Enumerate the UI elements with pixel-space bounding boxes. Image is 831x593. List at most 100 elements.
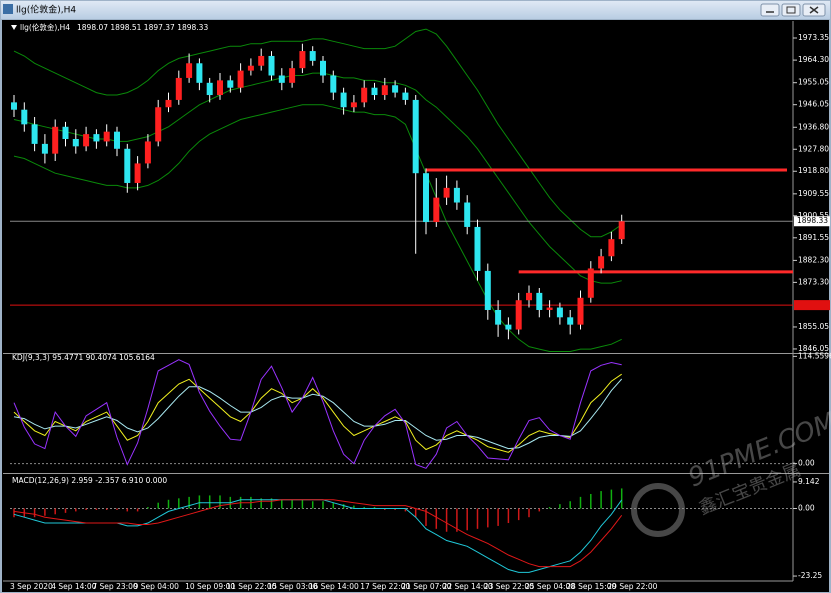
price-label: 1898.33 <box>797 216 828 225</box>
candle-body <box>443 187 450 198</box>
x-tick-label: 28 Sep 15:00 <box>566 582 616 591</box>
candle-body <box>114 131 120 149</box>
candle-body <box>227 80 234 88</box>
candle-body <box>350 102 357 108</box>
candle-body <box>144 141 151 164</box>
candle-body <box>536 292 543 310</box>
band-line <box>13 28 622 238</box>
candle-body <box>526 292 532 301</box>
candle-body <box>433 197 440 223</box>
candle-body <box>217 80 223 96</box>
y-tick-label: 9.142 <box>798 477 820 486</box>
x-tick-label: 15 Sep 03:00 <box>268 582 318 591</box>
price-label-box <box>794 216 830 227</box>
candle-body <box>495 309 502 325</box>
title-bar <box>1 1 830 19</box>
chart-symbol: llg(伦敦金),H4 <box>20 22 70 32</box>
y-tick-label: 1955.05 <box>798 78 829 87</box>
candle-body <box>546 307 553 310</box>
indicator-line <box>13 378 623 450</box>
candle-body <box>361 87 368 103</box>
x-tick-label: 29 Sep 22:00 <box>607 582 657 591</box>
indicator-line <box>13 373 622 453</box>
candle-body <box>62 126 69 140</box>
candle-body <box>608 239 615 257</box>
restore-button[interactable] <box>781 3 801 17</box>
candle-body <box>278 75 285 83</box>
minimize-button[interactable] <box>760 3 780 17</box>
y-tick-label: 1891.55 <box>798 233 829 242</box>
candle-body <box>134 163 141 183</box>
y-tick-label: 1973.35 <box>798 33 829 42</box>
y-tick-label: 114.5596 <box>798 351 831 360</box>
x-tick-label: 25 Sep 04:00 <box>525 582 575 591</box>
y-tick-label: 1882.30 <box>798 255 829 264</box>
y-tick-label: 1909.55 <box>798 189 829 198</box>
restore-icon <box>786 6 796 14</box>
candle-body <box>52 126 59 154</box>
candle-body <box>165 99 172 108</box>
y-tick-label: -23.25 <box>798 571 822 580</box>
candle-body <box>103 131 110 142</box>
candle-body <box>175 77 182 100</box>
indicator-line <box>13 499 623 568</box>
ohlc-label: 1898.07 1898.51 1897.37 1898.33 <box>77 23 208 32</box>
candle-body <box>289 68 296 83</box>
x-tick-label: 16 Sep 14:00 <box>309 582 359 591</box>
candle-body <box>577 297 584 325</box>
y-tick-label: 1846.05 <box>798 344 829 353</box>
candle-body <box>371 87 378 96</box>
candle-body <box>412 99 419 174</box>
x-tick-label: 4 Sep 14:00 <box>51 582 97 591</box>
candle-body <box>11 102 17 110</box>
ask-label-box <box>794 300 830 311</box>
candle-body <box>237 70 244 88</box>
candle-body <box>474 226 481 271</box>
indicator-title: KDJ(9,3,3) 95.4771 90.4074 105.6164 <box>12 353 155 362</box>
candle-body <box>505 324 512 330</box>
x-tick-label: 17 Sep 22:00 <box>360 582 410 591</box>
candle-body <box>31 124 38 144</box>
candle-body <box>186 63 193 78</box>
candle-body <box>392 85 399 93</box>
band-line <box>13 104 622 352</box>
y-tick-label: 1873.30 <box>798 277 829 286</box>
candle-body <box>464 202 471 227</box>
candle-body <box>381 85 388 96</box>
candle-body <box>206 82 213 96</box>
candle-body <box>93 134 100 142</box>
y-tick-label: 1946.05 <box>798 100 829 109</box>
candle-body <box>587 268 594 298</box>
watermark-logo <box>631 483 685 537</box>
candle-body <box>155 107 162 142</box>
candle-body <box>340 92 347 108</box>
candle-body <box>72 139 79 147</box>
candle-body <box>618 221 625 240</box>
candle-body <box>309 51 316 61</box>
candle-body <box>41 143 48 154</box>
candle-body <box>21 109 28 125</box>
window-title: llg(伦敦金),H4 <box>16 4 76 16</box>
candle-body <box>299 51 306 69</box>
indicator-line <box>13 359 622 469</box>
candle-body <box>258 55 265 66</box>
indicator-title: MACD(12,26,9) 2.959 -2.357 6.910 0.000 <box>12 476 167 485</box>
window-buttons[interactable] <box>760 3 826 17</box>
y-tick-label: 1855.05 <box>798 322 829 331</box>
candle-body <box>124 148 131 183</box>
candle-body <box>567 317 574 325</box>
candle-body <box>598 256 605 269</box>
candle-body <box>268 55 275 76</box>
candle-body <box>423 173 429 223</box>
x-tick-label: 21 Sep 07:00 <box>401 582 451 591</box>
candle-body <box>83 134 90 147</box>
window-icon <box>3 4 13 14</box>
close-icon <box>809 6 819 14</box>
candle-body <box>320 60 326 76</box>
candle-body <box>196 63 203 83</box>
y-tick-label: 1964.30 <box>798 55 829 64</box>
candle-body <box>330 75 337 93</box>
x-tick-label: 9 Sep 04:00 <box>134 582 180 591</box>
y-tick-label: 1927.80 <box>798 144 829 153</box>
